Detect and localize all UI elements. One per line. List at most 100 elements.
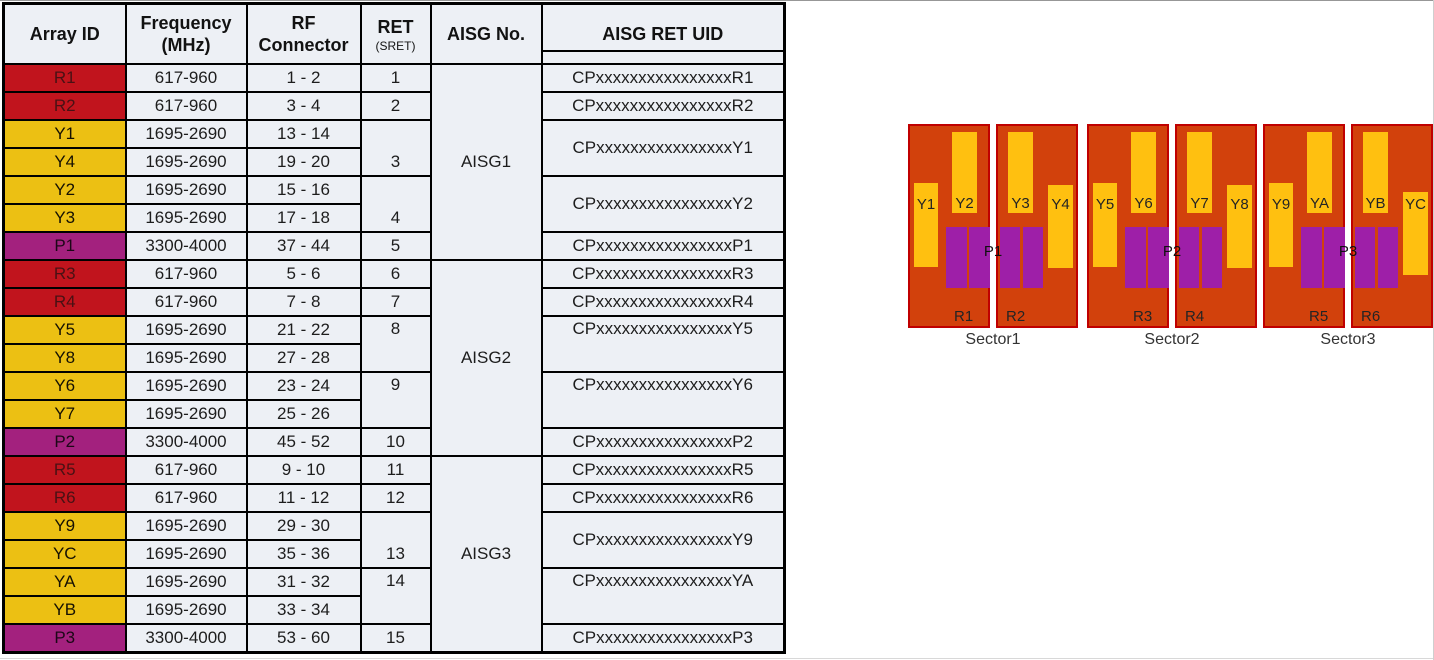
sector-diagram: Y1 Y2 R1 Y3 Y4 R2 P1 Sector1 Y5 Y6 R3 Y7…	[908, 124, 1434, 360]
cell-rf-connector: 9 - 10	[245, 455, 362, 485]
panel-label: R1	[954, 308, 974, 325]
p-array-rect	[1000, 227, 1020, 288]
cell-aisg-ret-uid: CPxxxxxxxxxxxxxxxxR4	[540, 287, 786, 317]
antenna-panel: Y1 Y2 R1	[908, 124, 990, 328]
array-label: Y9	[1271, 196, 1291, 213]
cell-rf-connector: 31 - 32	[245, 567, 362, 597]
cell-rf-connector: 33 - 34	[245, 595, 362, 625]
y-array-rect: Y2	[952, 132, 977, 213]
panel-label: R6	[1361, 308, 1381, 325]
array-label: Y6	[1134, 195, 1153, 212]
cell-frequency: 1695-2690	[124, 539, 248, 569]
cell-rf-connector: 17 - 18	[245, 203, 362, 233]
cell-array-id: Y9	[2, 511, 127, 541]
cell-array-id: Y8	[2, 343, 127, 373]
antenna-panel: Y3 Y4 R2	[996, 124, 1078, 328]
cell-frequency: 617-960	[124, 483, 248, 513]
table-row: Y9 1695-2690 29 - 30 13 CPxxxxxxxxxxxxxx…	[2, 511, 786, 569]
sector-3: Y9 YA R5 YB YC R6 P3 Sector3	[1263, 124, 1433, 354]
sector-1: Y1 Y2 R1 Y3 Y4 R2 P1 Sector1	[908, 124, 1078, 354]
table-row: YB 1695-2690 33 - 34	[2, 595, 785, 625]
cell-aisg-ret-uid: CPxxxxxxxxxxxxxxxxR6	[540, 483, 786, 513]
cell-ret: 9	[359, 371, 432, 429]
header-ret: RET (SRET)	[359, 2, 432, 65]
panel-label: R3	[1133, 308, 1153, 325]
cell-aisg-ret-uid: CPxxxxxxxxxxxxxxxxY2	[540, 175, 786, 233]
header-frequency-line2: (MHz)	[161, 35, 211, 55]
cell-frequency: 1695-2690	[124, 343, 248, 373]
array-label: YA	[1310, 195, 1329, 212]
cell-ret: 3	[359, 119, 432, 177]
cell-array-id: R5	[2, 455, 127, 485]
cell-rf-connector: 5 - 6	[245, 259, 362, 289]
cell-aisg-ret-uid: CPxxxxxxxxxxxxxxxxY5	[540, 315, 786, 373]
cell-ret: 5	[359, 231, 432, 261]
cell-array-id: Y4	[2, 147, 127, 177]
cell-aisg-ret-uid: CPxxxxxxxxxxxxxxxxR3	[540, 259, 786, 289]
cell-aisg-ret-uid: CPxxxxxxxxxxxxxxxxP1	[540, 231, 786, 261]
cell-frequency: 3300-4000	[124, 623, 248, 653]
cell-array-id: P3	[2, 623, 127, 653]
header-rf-line2: Connector	[258, 35, 349, 55]
header-aisg-ret-uid-label: AISG RET UID	[602, 24, 724, 44]
cell-frequency: 1695-2690	[124, 203, 248, 233]
header-rf-line1: RF	[291, 13, 316, 33]
cell-frequency: 3300-4000	[124, 231, 248, 261]
cell-array-id: YA	[2, 567, 127, 597]
header-aisg-no-label: AISG No.	[446, 24, 525, 44]
cell-ret: 15	[359, 623, 432, 653]
cell-frequency: 617-960	[124, 91, 248, 121]
cell-array-id: YC	[2, 539, 127, 569]
cell-ret: 2	[359, 91, 432, 121]
cell-aisg-ret-uid: CPxxxxxxxxxxxxxxxxR1	[540, 63, 786, 93]
cell-rf-connector: 25 - 26	[245, 399, 362, 429]
cell-rf-connector: 53 - 60	[245, 623, 362, 653]
table-row: Y6 1695-2690 23 - 24 9 CPxxxxxxxxxxxxxxx…	[2, 371, 786, 429]
antenna-panel: Y7 Y8 R4	[1175, 124, 1257, 328]
cell-array-id: R4	[2, 287, 127, 317]
y-array-rect: Y5	[1093, 183, 1117, 267]
table-row: R6 617-960 11 - 12 12 CPxxxxxxxxxxxxxxxx…	[2, 483, 786, 513]
array-label: Y2	[955, 195, 974, 212]
cell-aisg-ret-uid: CPxxxxxxxxxxxxxxxxP2	[540, 427, 786, 457]
cell-aisg-no: AISG1	[429, 63, 543, 261]
p-array-rect	[1023, 227, 1043, 288]
cell-aisg-ret-uid: CPxxxxxxxxxxxxxxxxR2	[540, 91, 786, 121]
cell-rf-connector: 19 - 20	[245, 147, 362, 177]
cell-rf-connector: 37 - 44	[245, 231, 362, 261]
table-row: P1 3300-4000 37 - 44 5 CPxxxxxxxxxxxxxxx…	[2, 231, 786, 261]
p-array-rect	[1301, 227, 1322, 288]
y-array-rect: YC	[1403, 192, 1428, 275]
cell-frequency: 1695-2690	[124, 595, 248, 625]
table-row: R1 617-960 1 - 2 1 AISG1 CPxxxxxxxxxxxxx…	[2, 63, 786, 261]
y-array-rect: YB	[1363, 132, 1388, 213]
array-label: YC	[1405, 196, 1426, 213]
cell-array-id: R1	[2, 63, 127, 93]
cell-array-id: Y3	[2, 203, 127, 233]
header-aisg-no: AISG No.	[429, 2, 543, 65]
y-array-rect: Y4	[1048, 185, 1073, 268]
cell-frequency: 1695-2690	[124, 315, 248, 345]
cell-rf-connector: 45 - 52	[245, 427, 362, 457]
array-label: YB	[1365, 195, 1386, 212]
table-row: YA 1695-2690 31 - 32 14 CPxxxxxxxxxxxxxx…	[2, 567, 786, 625]
y-array-rect: Y7	[1187, 132, 1212, 213]
cell-array-id: Y5	[2, 315, 127, 345]
cell-ret: 7	[359, 287, 432, 317]
p-array-rect	[1355, 227, 1375, 288]
cell-rf-connector: 23 - 24	[245, 371, 362, 401]
cell-frequency: 617-960	[124, 287, 248, 317]
table-row: YC 1695-2690 35 - 36	[2, 539, 785, 569]
header-frequency-line1: Frequency	[140, 13, 232, 33]
p-array-rect	[946, 227, 967, 288]
p-array-label: P1	[983, 243, 1003, 260]
cell-aisg-ret-uid: CPxxxxxxxxxxxxxxxxYA	[540, 567, 786, 625]
cell-rf-connector: 27 - 28	[245, 343, 362, 373]
p-array-rect	[1125, 227, 1146, 288]
array-label: Y3	[1011, 195, 1030, 212]
cell-frequency: 1695-2690	[124, 147, 248, 177]
cell-rf-connector: 35 - 36	[245, 539, 362, 569]
antenna-panel: Y5 Y6 R3	[1087, 124, 1169, 328]
y-array-rect: Y6	[1131, 132, 1156, 213]
cell-array-id: R6	[2, 483, 127, 513]
